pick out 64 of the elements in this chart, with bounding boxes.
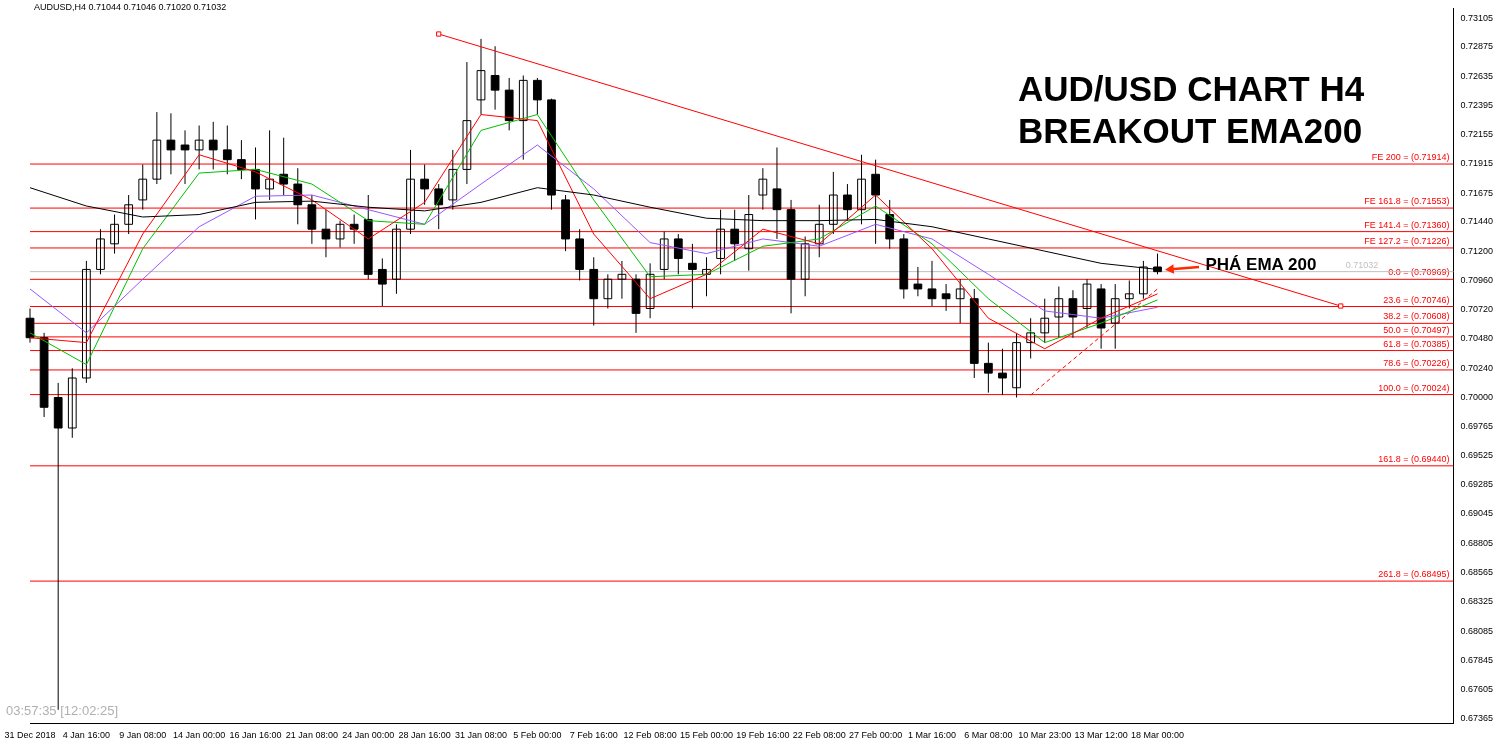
x-tick-label: 27 Feb 00:00 bbox=[849, 730, 903, 741]
x-tick-label: 28 Jan 16:00 bbox=[398, 730, 451, 741]
y-tick-label: 0.70480 bbox=[1460, 333, 1494, 344]
annotation: 03:57:35 [12:02:25] bbox=[6, 703, 119, 719]
ref-line-label: 78.6 = (0.70226) bbox=[1383, 357, 1450, 368]
y-tick-label: 0.68325 bbox=[1460, 596, 1494, 607]
y-tick-label: 0.71200 bbox=[1460, 245, 1494, 256]
y-tick-label: 0.67845 bbox=[1460, 654, 1494, 665]
x-tick-label: 21 Jan 08:00 bbox=[285, 730, 338, 741]
y-tick-label: 0.70000 bbox=[1460, 392, 1494, 402]
x-tick-label: 14 Jan 00:00 bbox=[173, 730, 226, 741]
y-tick-label: 0.67605 bbox=[1460, 684, 1494, 695]
x-tick-label: 1 Mar 16:00 bbox=[907, 730, 957, 741]
ref-line-label: 161.8 = (0.69440) bbox=[1378, 453, 1450, 464]
x-tick-label: 12 Feb 08:00 bbox=[623, 730, 677, 741]
y-tick-label: 0.72155 bbox=[1460, 129, 1494, 140]
x-tick-label: 18 Mar 00:00 bbox=[1130, 730, 1185, 741]
y-tick-label: 0.70720 bbox=[1460, 304, 1494, 315]
x-tick-label: 10 Mar 23:00 bbox=[1018, 730, 1072, 741]
y-tick-label: 0.67365 bbox=[1460, 713, 1494, 724]
x-tick-label: 16 Jan 16:00 bbox=[229, 730, 282, 741]
y-tick-label: 0.71440 bbox=[1460, 216, 1494, 227]
text: AUD/USD CHART H4 BREAKOUT EMA200 bbox=[1018, 68, 1366, 152]
ref-line-label: 0.71032 bbox=[1345, 259, 1379, 270]
ref-line-label: 0.0 = (0.70969) bbox=[1388, 267, 1450, 278]
x-tick-label: 31 Dec 2018 bbox=[4, 730, 56, 741]
y-tick-label: 0.68085 bbox=[1460, 625, 1494, 636]
x-tick-label: 24 Jan 00:00 bbox=[342, 730, 395, 741]
annotation: PHÁ EMA 200 bbox=[1205, 254, 1317, 275]
y-tick-label: 0.70240 bbox=[1460, 362, 1494, 373]
x-tick-label: 13 Mar 12:00 bbox=[1074, 730, 1128, 741]
x-tick-label: 15 Feb 00:00 bbox=[679, 730, 734, 741]
y-tick-label: 0.72875 bbox=[1460, 41, 1494, 52]
x-tick-label: 9 Jan 08:00 bbox=[119, 730, 167, 741]
y-tick-label: 0.71915 bbox=[1460, 158, 1494, 169]
x-tick-label: 5 Feb 00:00 bbox=[513, 730, 562, 741]
x-tick-label: 22 Feb 08:00 bbox=[792, 730, 846, 741]
ref-line-label: 61.8 = (0.70385) bbox=[1383, 338, 1450, 349]
x-tick-label: 31 Jan 08:00 bbox=[454, 730, 508, 741]
x-tick-label: 4 Jan 16:00 bbox=[62, 730, 110, 741]
y-tick-label: 0.68565 bbox=[1460, 567, 1494, 578]
y-tick-label: 0.70960 bbox=[1460, 274, 1494, 285]
annotation: AUDUSD,H4 0.71044 0.71046 0.71020 0.71032 bbox=[34, 2, 227, 13]
y-tick-label: 0.71675 bbox=[1460, 187, 1494, 198]
x-tick-label: 6 Mar 08:00 bbox=[964, 730, 1013, 741]
y-tick-label: 0.69045 bbox=[1460, 508, 1494, 519]
ref-line-label: FE 127.2 = (0.71226) bbox=[1364, 235, 1450, 246]
ref-line-label: FE 141.4 = (0.71360) bbox=[1364, 219, 1450, 230]
y-tick-label: 0.73105 bbox=[1460, 13, 1494, 24]
y-tick-label: 0.72635 bbox=[1460, 70, 1494, 81]
x-tick-label: 7 Feb 16:00 bbox=[569, 730, 618, 741]
ref-line-label: 100.0 = (0.70024) bbox=[1378, 382, 1450, 393]
y-tick-label: 0.72395 bbox=[1460, 99, 1494, 110]
ref-line-label: 50.0 = (0.70497) bbox=[1383, 324, 1450, 335]
ref-line-label: 38.2 = (0.70608) bbox=[1383, 311, 1450, 322]
y-tick-label: 0.68805 bbox=[1460, 537, 1494, 548]
ref-line-label: 261.8 = (0.68495) bbox=[1378, 569, 1450, 580]
ref-line-label: FE 200 = (0.71914) bbox=[1371, 152, 1450, 163]
y-tick-label: 0.69285 bbox=[1460, 479, 1494, 490]
x-tick-label: 19 Feb 16:00 bbox=[736, 730, 790, 741]
y-tick-label: 0.69525 bbox=[1460, 449, 1494, 460]
ref-line-label: 23.6 = (0.70746) bbox=[1383, 294, 1450, 305]
ref-line-label: FE 161.8 = (0.71553) bbox=[1364, 196, 1450, 207]
y-tick-label: 0.69765 bbox=[1460, 420, 1494, 431]
